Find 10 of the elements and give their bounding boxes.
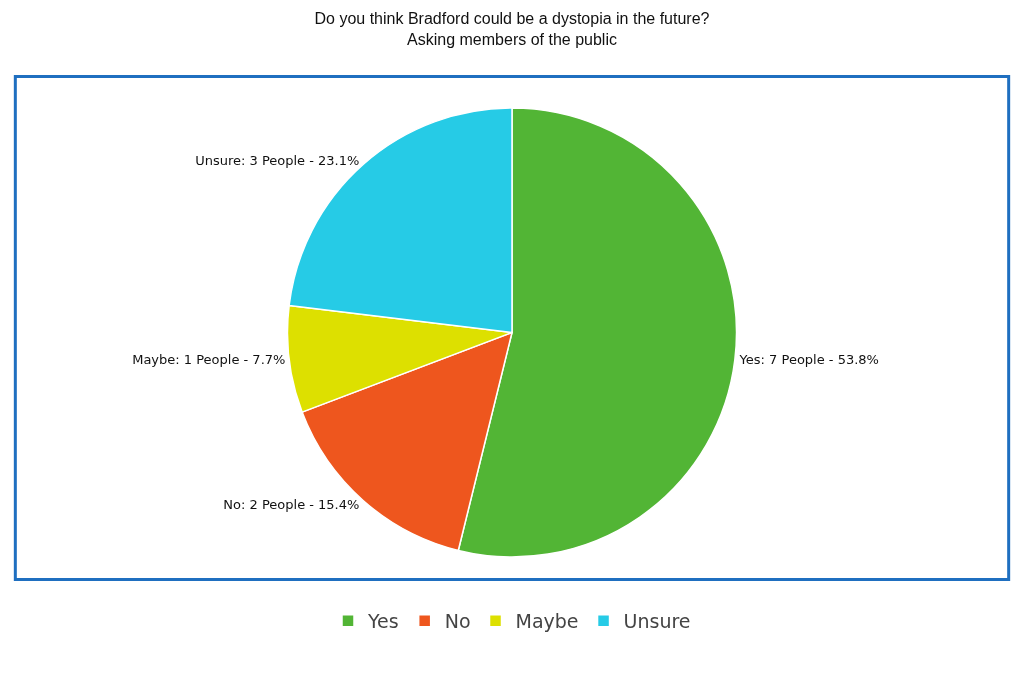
- data-label: Unsure: 3 People - 23.1%: [195, 152, 360, 168]
- data-label: Yes: 7 People - 53.8%: [738, 352, 879, 368]
- legend-label: Maybe: [515, 610, 579, 633]
- legend-label: Unsure: [623, 610, 691, 633]
- data-label: Maybe: 1 People - 7.7%: [132, 352, 286, 368]
- data-label: No: 2 People - 15.4%: [223, 497, 360, 513]
- chart-title: Do you think Bradford could be a dystopia in the future?: [314, 9, 710, 27]
- chart-subtitle: Asking members of the public: [407, 30, 617, 48]
- legend-label: No: [444, 610, 471, 633]
- legend-label: Yes: [367, 610, 399, 633]
